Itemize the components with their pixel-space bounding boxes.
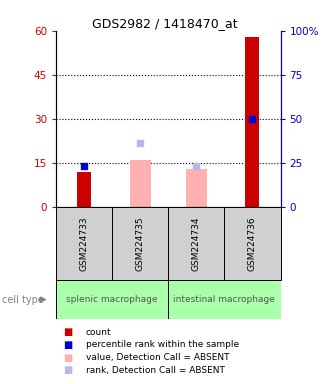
Text: ■: ■ <box>63 327 72 337</box>
Text: ■: ■ <box>63 340 72 350</box>
Bar <box>56 207 112 280</box>
Text: GSM224733: GSM224733 <box>80 217 89 271</box>
Text: count: count <box>86 328 112 337</box>
Text: rank, Detection Call = ABSENT: rank, Detection Call = ABSENT <box>86 366 225 375</box>
Text: intestinal macrophage: intestinal macrophage <box>174 295 275 304</box>
Text: splenic macrophage: splenic macrophage <box>66 295 158 304</box>
Text: GSM224736: GSM224736 <box>248 217 257 271</box>
Text: percentile rank within the sample: percentile rank within the sample <box>86 340 239 349</box>
Text: GDS2982 / 1418470_at: GDS2982 / 1418470_at <box>92 17 238 30</box>
Bar <box>130 160 151 207</box>
Text: ■: ■ <box>63 353 72 362</box>
Bar <box>56 280 168 319</box>
Text: ■: ■ <box>63 365 72 375</box>
Bar <box>77 172 91 207</box>
Bar <box>112 207 168 280</box>
Bar <box>224 207 280 280</box>
Bar <box>186 169 207 207</box>
Bar <box>246 36 259 207</box>
Text: cell type: cell type <box>2 295 44 305</box>
Bar <box>168 207 224 280</box>
Text: GSM224734: GSM224734 <box>192 217 201 271</box>
Text: value, Detection Call = ABSENT: value, Detection Call = ABSENT <box>86 353 229 362</box>
Text: GSM224735: GSM224735 <box>136 217 145 271</box>
Bar <box>168 280 280 319</box>
